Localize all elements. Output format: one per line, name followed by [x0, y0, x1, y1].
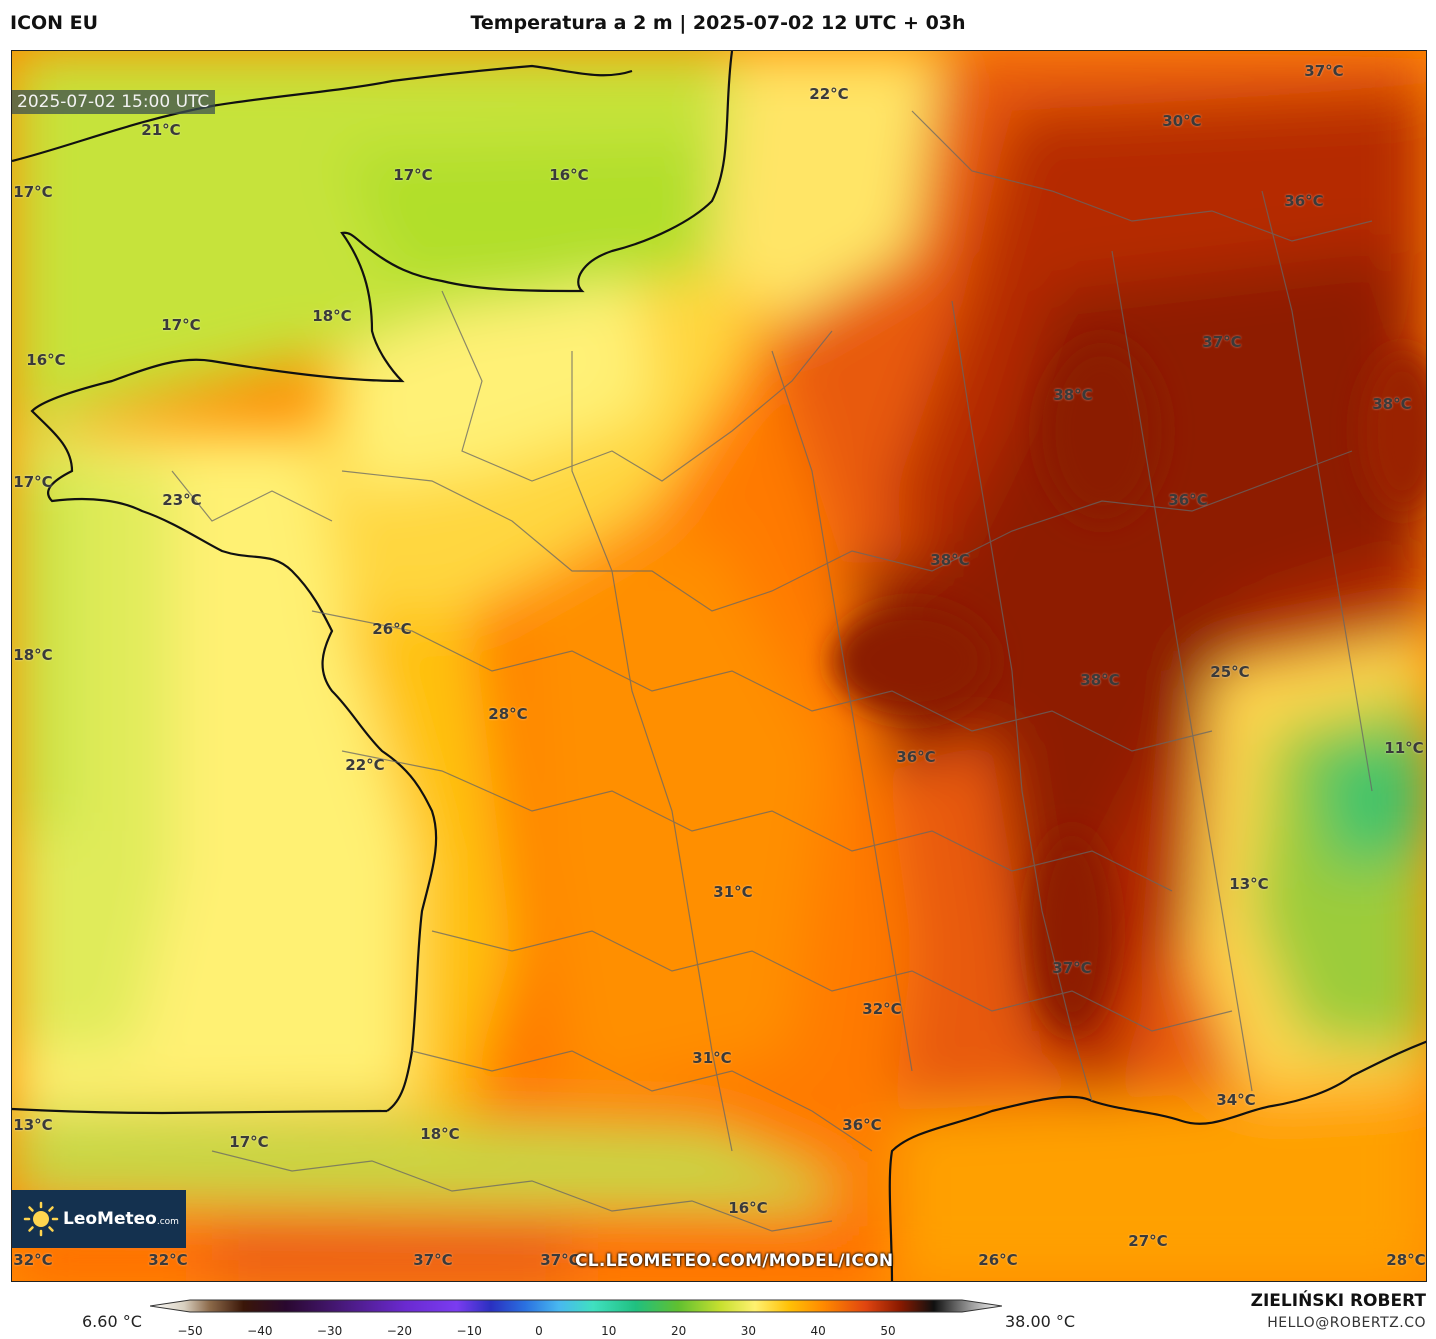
temperature-label: 11°C	[1384, 739, 1424, 757]
colorbar-tick: −50	[177, 1324, 203, 1338]
temperature-label: 31°C	[692, 1049, 732, 1067]
author-name: ZIELIŃSKI ROBERT	[1250, 1291, 1426, 1311]
colorbar-tick: −40	[247, 1324, 273, 1338]
temperature-label: 23°C	[162, 491, 202, 509]
temperature-label: 22°C	[345, 756, 385, 774]
temperature-label: 36°C	[1284, 192, 1324, 210]
temperature-label: 37°C	[1202, 333, 1242, 351]
admin-boundaries	[171, 110, 1373, 1232]
colorbar	[150, 1299, 1002, 1313]
temperature-label: 16°C	[728, 1199, 768, 1217]
source-url: CL.LEOMETEO.COM/MODEL/ICON	[575, 1251, 894, 1271]
temperature-label: 16°C	[26, 351, 66, 369]
temperature-label: 26°C	[978, 1251, 1018, 1269]
temperature-label: 17°C	[13, 473, 53, 491]
colorbar-tick: 0	[535, 1324, 543, 1338]
colorbar-max-label: 38.00 °C	[1005, 1312, 1076, 1331]
temperature-label: 38°C	[1372, 395, 1412, 413]
temperature-label: 13°C	[1229, 875, 1269, 893]
colorbar-tick: 40	[810, 1324, 826, 1338]
temperature-label: 28°C	[488, 705, 528, 723]
temperature-label: 17°C	[229, 1133, 269, 1151]
temperature-label: 37°C	[540, 1251, 580, 1269]
temperature-label: 37°C	[1052, 959, 1092, 977]
chart-title: Temperatura a 2 m | 2025-07-02 12 UTC + …	[470, 12, 966, 34]
temperature-label: 36°C	[1168, 491, 1208, 509]
map-timestamp: 2025-07-02 15:00 UTC	[12, 90, 216, 114]
colorbar-tick: −30	[316, 1324, 343, 1338]
sun-icon	[23, 1201, 59, 1237]
author-email: HELLO@ROBERTZ.CO	[1267, 1315, 1426, 1331]
temperature-label: 17°C	[161, 316, 201, 334]
map-canvas	[12, 51, 1426, 1281]
temperature-label: 36°C	[842, 1116, 882, 1134]
temperature-label: 34°C	[1216, 1091, 1256, 1109]
colorbar-tick: −10	[456, 1324, 482, 1338]
colorbar-min-label: 6.60 °C	[82, 1312, 142, 1331]
temperature-label: 38°C	[1080, 671, 1120, 689]
temperature-label: 26°C	[372, 620, 412, 638]
temperature-label: 27°C	[1128, 1232, 1168, 1250]
temperature-label: 22°C	[809, 85, 849, 103]
temperature-label: 37°C	[1304, 62, 1344, 80]
colorbar-tick: 50	[880, 1324, 896, 1338]
temperature-label: 21°C	[141, 121, 181, 139]
hot-cores	[832, 341, 1426, 1031]
colorbar-tick: 30	[740, 1324, 757, 1338]
temperature-label: 36°C	[896, 748, 936, 766]
colorbar-tick: −20	[386, 1324, 413, 1338]
temperature-label: 28°C	[1386, 1251, 1426, 1269]
colorbar-tick: 10	[601, 1324, 617, 1338]
leometeo-logo: LeoMeteo.com	[12, 1190, 186, 1248]
temperature-label: 25°C	[1210, 663, 1250, 681]
temperature-label: 30°C	[1162, 112, 1202, 130]
temperature-label: 16°C	[549, 166, 589, 184]
colorbar-tick: 20	[670, 1324, 687, 1338]
temperature-label: 18°C	[13, 646, 53, 664]
temperature-label: 13°C	[13, 1116, 53, 1134]
temperature-label: 32°C	[148, 1251, 188, 1269]
logo-text: LeoMeteo.com	[63, 1209, 179, 1229]
temperature-label: 32°C	[13, 1251, 53, 1269]
temperature-label: 17°C	[13, 183, 53, 201]
temperature-label: 37°C	[413, 1251, 453, 1269]
temperature-map: 2025-07-02 15:00 UTC 22°C 30°C 37°C 21°C 17°…	[11, 50, 1427, 1282]
temperature-label: 17°C	[393, 166, 433, 184]
temperature-label: 38°C	[930, 551, 970, 569]
coastline	[12, 51, 1426, 1281]
model-name: ICON EU	[10, 12, 99, 34]
temperature-label: 18°C	[420, 1125, 460, 1143]
temperature-label: 31°C	[713, 883, 753, 901]
temperature-label: 32°C	[862, 1000, 902, 1018]
temperature-label: 18°C	[312, 307, 352, 325]
temperature-label: 38°C	[1053, 386, 1093, 404]
